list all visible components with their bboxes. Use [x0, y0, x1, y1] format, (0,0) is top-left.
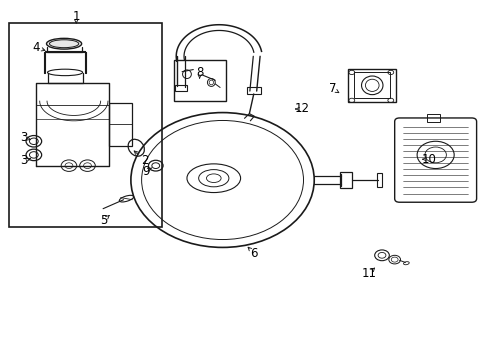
Bar [376, 173, 382, 187]
Text: 3: 3 [20, 154, 28, 167]
Text: 3: 3 [20, 131, 28, 144]
Text: 12: 12 [294, 103, 309, 116]
Bar [175, 85, 186, 91]
Bar [9, 23, 161, 227]
Bar [173, 60, 226, 101]
Ellipse shape [46, 39, 81, 49]
Bar [347, 69, 395, 102]
Bar [339, 172, 351, 188]
Bar [427, 114, 439, 122]
Text: 11: 11 [361, 267, 376, 280]
Bar [353, 72, 389, 98]
Text: 9: 9 [142, 165, 149, 177]
Text: 4: 4 [32, 41, 40, 54]
Text: 10: 10 [421, 153, 435, 166]
Text: 8: 8 [196, 66, 203, 79]
Text: 1: 1 [72, 10, 80, 23]
Text: 7: 7 [328, 82, 335, 95]
Text: 6: 6 [250, 247, 258, 260]
Text: 5: 5 [100, 214, 107, 227]
Bar [109, 103, 132, 146]
Bar [246, 87, 260, 94]
Text: 2: 2 [141, 154, 148, 167]
